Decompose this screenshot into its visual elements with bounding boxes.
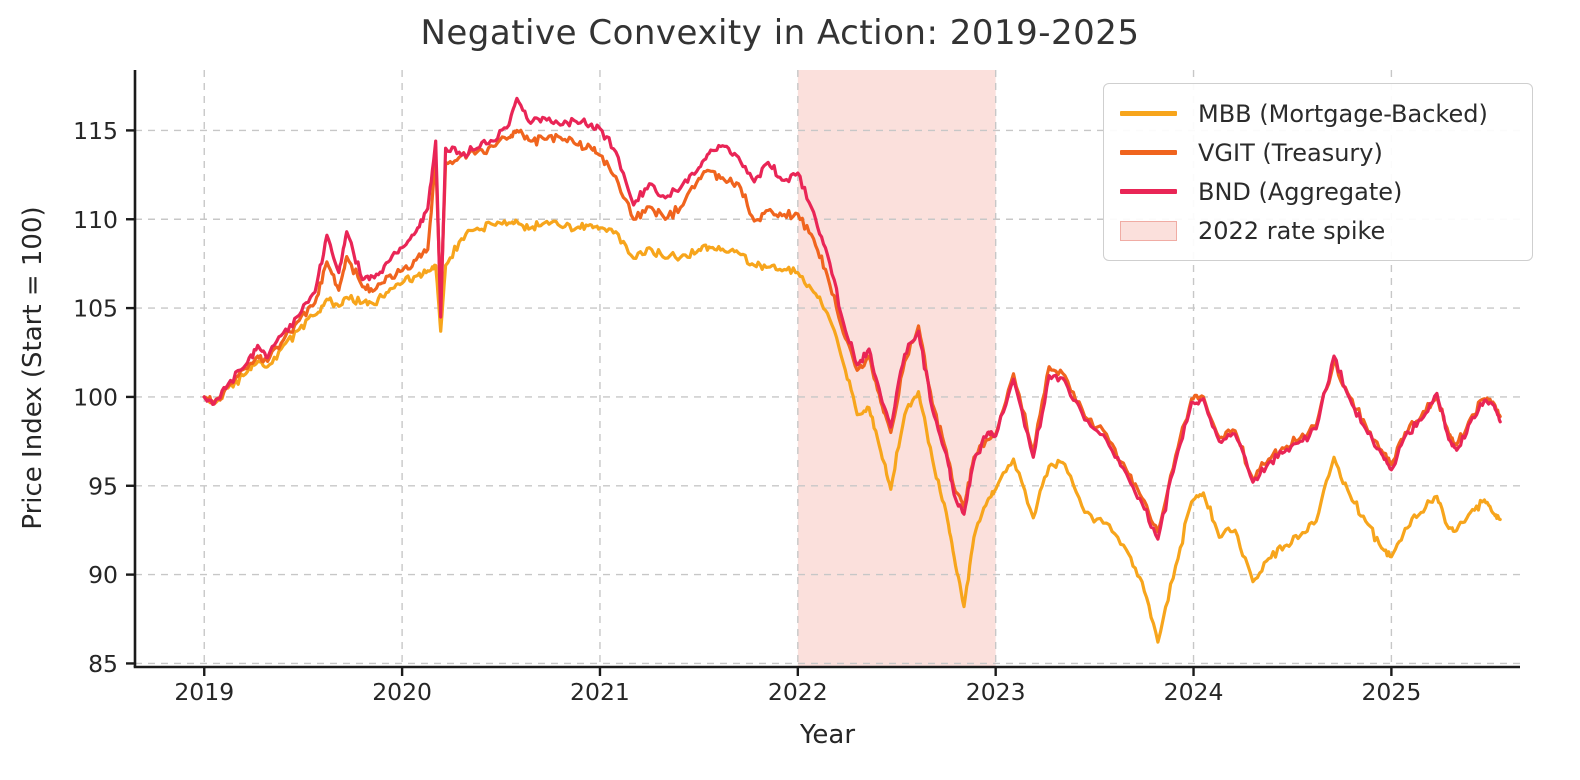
legend: MBB (Mortgage-Backed) VGIT (Treasury) BND … bbox=[1103, 83, 1533, 261]
chart-title: Negative Convexity in Action: 2019-2025 bbox=[420, 13, 1140, 53]
y-tick-label-110: 110 bbox=[73, 206, 118, 234]
y-tick-label-105: 105 bbox=[73, 295, 118, 323]
y-tick-label-95: 95 bbox=[88, 472, 118, 500]
y-tick-label-100: 100 bbox=[73, 383, 118, 411]
legend-swatch-rate-spike-band bbox=[1120, 220, 1177, 241]
x-axis-label: Year bbox=[799, 720, 856, 750]
legend-swatch-mbb bbox=[1120, 111, 1177, 116]
legend-item-mbb: MBB (Mortgage-Backed) bbox=[1120, 102, 1516, 126]
x-tick-label-2024: 2024 bbox=[1164, 678, 1224, 706]
legend-item-rate-spike-band: 2022 rate spike bbox=[1120, 219, 1516, 243]
legend-swatch-vgit bbox=[1120, 150, 1177, 155]
legend-label-bnd: BND (Aggregate) bbox=[1198, 177, 1403, 206]
legend-label-vgit: VGIT (Treasury) bbox=[1198, 138, 1383, 167]
series-line-mbb bbox=[202, 218, 1502, 644]
y-tick-label-85: 85 bbox=[88, 650, 118, 678]
x-tick-label-2021: 2021 bbox=[570, 678, 630, 706]
x-tick-label-2022: 2022 bbox=[768, 678, 828, 706]
x-tick-label-2020: 2020 bbox=[372, 678, 432, 706]
legend-label-rate-spike-band: 2022 rate spike bbox=[1198, 216, 1386, 245]
y-axis-label: Price Index (Start = 100) bbox=[18, 206, 48, 530]
legend-swatch-bnd bbox=[1120, 189, 1177, 194]
legend-label-mbb: MBB (Mortgage-Backed) bbox=[1198, 99, 1488, 128]
legend-item-bnd: BND (Aggregate) bbox=[1120, 180, 1516, 204]
y-tick-label-115: 115 bbox=[73, 117, 118, 145]
series-line-vgit bbox=[202, 128, 1502, 534]
x-tick-label-2023: 2023 bbox=[966, 678, 1026, 706]
legend-item-vgit: VGIT (Treasury) bbox=[1120, 141, 1516, 165]
x-tick-label-2025: 2025 bbox=[1361, 678, 1421, 706]
y-tick-label-90: 90 bbox=[88, 561, 118, 589]
series-line-bnd bbox=[202, 96, 1502, 541]
x-tick-label-2019: 2019 bbox=[174, 678, 234, 706]
rate-spike-band bbox=[797, 70, 996, 667]
